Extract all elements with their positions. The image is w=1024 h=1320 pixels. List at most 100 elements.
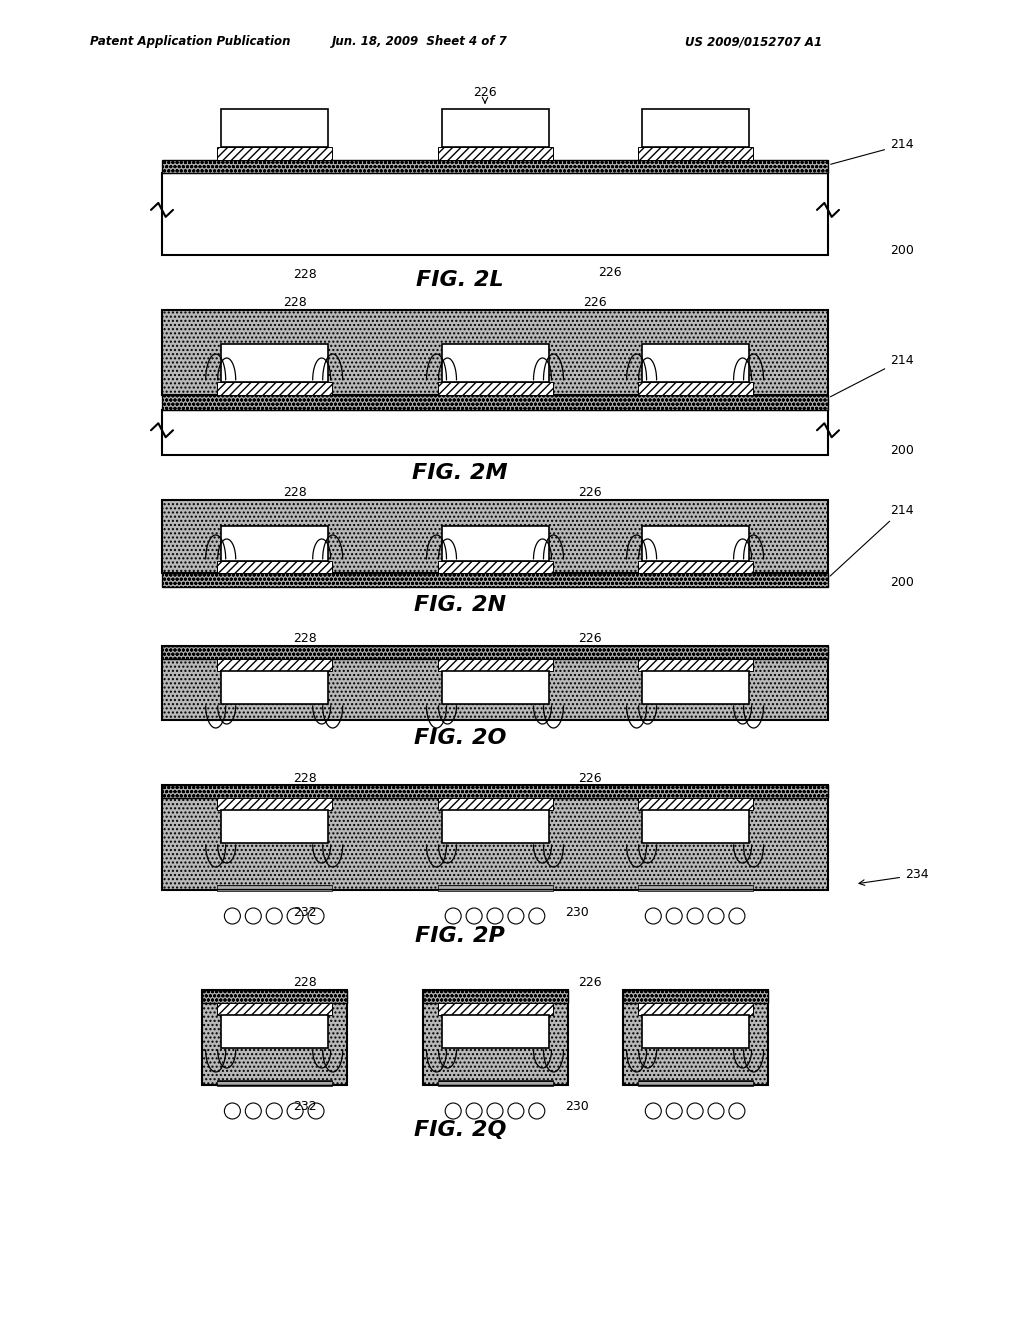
Circle shape — [445, 908, 461, 924]
Text: 214: 214 — [830, 503, 913, 576]
Bar — [642, 345, 749, 381]
Circle shape — [687, 908, 703, 924]
Bar — [623, 990, 768, 1003]
Circle shape — [667, 908, 682, 924]
Bar — [423, 990, 567, 1003]
Circle shape — [487, 1104, 503, 1119]
Text: FIG. 2L: FIG. 2L — [416, 271, 504, 290]
Text: FIG. 2P: FIG. 2P — [415, 927, 505, 946]
Circle shape — [466, 908, 482, 924]
Bar — [638, 1080, 753, 1086]
Bar — [162, 160, 828, 173]
Text: 234: 234 — [859, 869, 929, 886]
Bar — [437, 147, 553, 160]
Text: 226: 226 — [579, 632, 602, 645]
Bar — [638, 884, 753, 891]
Bar — [437, 561, 553, 573]
Bar — [217, 884, 332, 891]
Circle shape — [645, 1104, 662, 1119]
Circle shape — [224, 908, 241, 924]
Bar — [221, 810, 328, 843]
Bar — [638, 1003, 753, 1015]
Bar — [638, 561, 753, 573]
Text: 226: 226 — [579, 771, 602, 784]
Bar — [162, 785, 828, 890]
Text: 228: 228 — [283, 297, 307, 309]
Circle shape — [645, 908, 662, 924]
Text: 226: 226 — [579, 977, 602, 990]
Circle shape — [667, 1104, 682, 1119]
Bar — [638, 799, 753, 810]
Bar — [217, 799, 332, 810]
Circle shape — [528, 1104, 545, 1119]
Circle shape — [266, 908, 283, 924]
Circle shape — [308, 908, 324, 924]
Bar — [217, 381, 332, 395]
Bar — [437, 1080, 553, 1086]
Text: 226: 226 — [579, 487, 602, 499]
Bar — [441, 345, 549, 381]
Text: 228: 228 — [293, 632, 316, 645]
Circle shape — [445, 1104, 461, 1119]
Text: 230: 230 — [565, 906, 589, 919]
Circle shape — [287, 1104, 303, 1119]
Text: 228: 228 — [283, 487, 307, 499]
Circle shape — [246, 908, 261, 924]
Bar — [162, 573, 828, 587]
Text: Patent Application Publication: Patent Application Publication — [90, 36, 291, 49]
Bar — [423, 990, 567, 1085]
Bar — [162, 645, 828, 719]
Bar — [642, 810, 749, 843]
Bar — [202, 990, 347, 1085]
Circle shape — [266, 1104, 283, 1119]
Bar — [217, 1003, 332, 1015]
Bar — [642, 525, 749, 561]
Text: 228: 228 — [293, 268, 316, 281]
Circle shape — [708, 908, 724, 924]
Bar — [221, 110, 328, 147]
Text: 228: 228 — [293, 771, 316, 784]
Circle shape — [508, 908, 524, 924]
Text: Jun. 18, 2009  Sheet 4 of 7: Jun. 18, 2009 Sheet 4 of 7 — [332, 36, 508, 49]
Bar — [162, 395, 828, 411]
Text: 226: 226 — [584, 297, 607, 309]
Bar — [162, 310, 828, 395]
Bar — [202, 990, 347, 1003]
Bar — [623, 990, 768, 1085]
Bar — [217, 561, 332, 573]
Text: 200: 200 — [890, 243, 913, 256]
Bar — [441, 671, 549, 704]
Bar — [221, 1015, 328, 1048]
Text: FIG. 2Q: FIG. 2Q — [414, 1119, 506, 1140]
Text: FIG. 2O: FIG. 2O — [414, 729, 506, 748]
Circle shape — [287, 908, 303, 924]
Bar — [437, 1003, 553, 1015]
Bar — [162, 173, 828, 255]
Text: 200: 200 — [890, 444, 913, 457]
Text: 226: 226 — [598, 265, 622, 279]
Text: 228: 228 — [293, 977, 316, 990]
Bar — [437, 884, 553, 891]
Bar — [221, 345, 328, 381]
Bar — [217, 1080, 332, 1086]
Circle shape — [687, 1104, 703, 1119]
Bar — [441, 110, 549, 147]
Circle shape — [224, 1104, 241, 1119]
Text: 232: 232 — [293, 906, 316, 919]
Bar — [638, 659, 753, 671]
Bar — [638, 147, 753, 160]
Bar — [441, 810, 549, 843]
Bar — [162, 500, 828, 573]
Text: 232: 232 — [293, 1101, 316, 1114]
Circle shape — [729, 1104, 744, 1119]
Bar — [441, 525, 549, 561]
Bar — [437, 799, 553, 810]
Text: 214: 214 — [830, 354, 913, 397]
Circle shape — [508, 1104, 524, 1119]
Text: 214: 214 — [830, 139, 913, 164]
Text: 226: 226 — [473, 87, 497, 103]
Circle shape — [246, 1104, 261, 1119]
Bar — [642, 1015, 749, 1048]
Bar — [217, 147, 332, 160]
Circle shape — [466, 1104, 482, 1119]
